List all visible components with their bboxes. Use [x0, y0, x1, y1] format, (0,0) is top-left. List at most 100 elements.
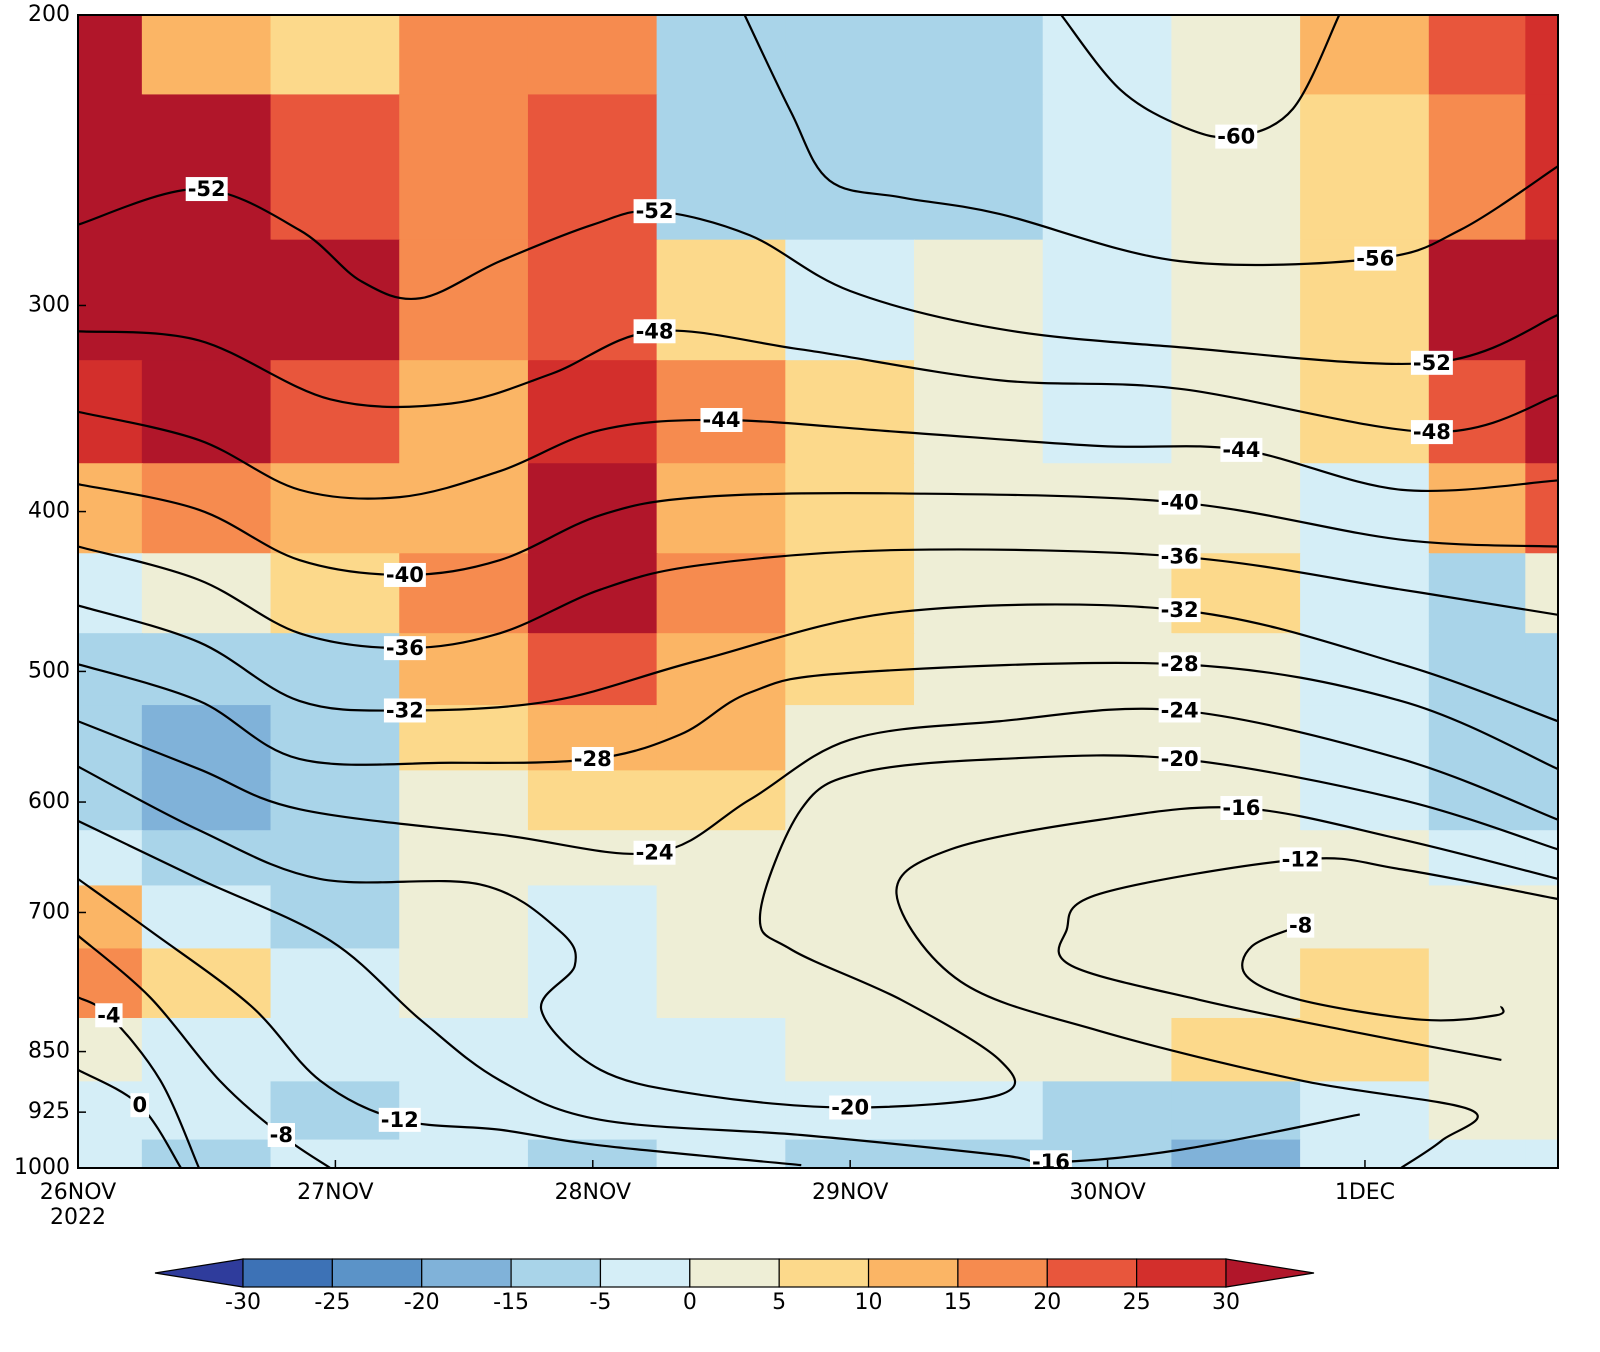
field-cell — [399, 239, 529, 362]
contour-label: -40 — [1161, 491, 1199, 515]
field-cell — [78, 1139, 143, 1168]
contour-line — [1241, 924, 1505, 1022]
contour-line — [743, 15, 1558, 267]
field-cell — [399, 463, 529, 555]
colorbar-box — [867, 1258, 959, 1288]
contour-label-bg — [1410, 350, 1453, 375]
field-cell — [1525, 1081, 1558, 1141]
field-cell — [527, 770, 658, 832]
field-cell — [785, 553, 916, 635]
contour-label: -28 — [1161, 652, 1199, 676]
anomaly-field — [78, 15, 1558, 1168]
field-cell — [1300, 770, 1430, 832]
colorbar-label: -30 — [225, 1290, 261, 1315]
field-cell — [141, 463, 272, 555]
contour-label: -56 — [1356, 247, 1394, 271]
colorbar-label: 30 — [1212, 1290, 1240, 1315]
contour-line — [78, 483, 1558, 577]
field-cell — [141, 94, 272, 241]
field-cell — [1300, 553, 1430, 635]
field-cell — [914, 360, 1044, 465]
field-cell — [1525, 360, 1558, 465]
field-cell — [1042, 360, 1173, 465]
field-cell — [270, 15, 401, 96]
field-cell — [1428, 239, 1527, 362]
field-cell — [270, 885, 401, 950]
field-cell — [527, 553, 658, 635]
field-cell — [914, 830, 1044, 887]
contour-label: -32 — [1161, 598, 1199, 622]
colorbar-box — [242, 1258, 333, 1288]
contour-label-bg — [383, 636, 426, 661]
field-cell — [78, 633, 143, 707]
contour-line — [895, 806, 1558, 1168]
field-cell — [1428, 633, 1527, 707]
field-cell — [1428, 885, 1527, 950]
contour-label-bg — [829, 1095, 872, 1120]
field-cell — [1042, 830, 1173, 887]
field-cell — [1171, 1081, 1302, 1141]
field-cell — [1525, 553, 1558, 635]
field-cell — [399, 948, 529, 1019]
y-tick-label: 200 — [28, 2, 70, 27]
contour-label: -40 — [386, 563, 424, 587]
field-cell — [914, 94, 1044, 241]
field-cell — [399, 830, 529, 887]
field-cell — [1042, 770, 1173, 832]
x-year-label: 2022 — [50, 1205, 106, 1230]
field-cell — [1042, 1017, 1173, 1083]
field-cell — [399, 360, 529, 465]
x-tick-label: 26NOV — [40, 1180, 116, 1205]
field-cell — [78, 770, 143, 832]
colorbar-box — [331, 1258, 423, 1288]
field-cell — [399, 1139, 529, 1168]
field-cell — [141, 885, 272, 950]
contour-label: -48 — [1413, 420, 1451, 444]
contour-label-bg — [383, 562, 426, 587]
contour-label: -60 — [1217, 125, 1255, 149]
contour-line — [1057, 857, 1558, 1062]
field-cell — [78, 360, 143, 465]
contour-label-bg — [185, 177, 228, 202]
field-cell — [1042, 15, 1173, 96]
field-cell — [1428, 553, 1527, 635]
field-cell — [914, 633, 1044, 707]
contour-line — [78, 996, 200, 1168]
colorbar-label: 5 — [772, 1290, 786, 1315]
contour-label-bg — [1215, 124, 1258, 149]
field-cell — [914, 239, 1044, 362]
colorbar-label: -5 — [589, 1290, 611, 1315]
contour-label-bg — [633, 840, 676, 865]
contour-label: -12 — [1282, 847, 1320, 871]
field-cell — [527, 1081, 658, 1141]
field-cell — [656, 948, 787, 1019]
field-cell — [785, 15, 916, 96]
field-cell — [527, 15, 658, 96]
field-cell — [1300, 1081, 1430, 1141]
field-cell — [656, 705, 787, 772]
field-cell — [78, 705, 143, 772]
field-cell — [1300, 633, 1430, 707]
contour-label: -24 — [636, 841, 674, 865]
field-cell — [1171, 1139, 1302, 1168]
field-cell — [1428, 463, 1527, 555]
colorbar-label: -25 — [314, 1290, 350, 1315]
field-cell — [399, 15, 529, 96]
field-cell — [1428, 15, 1527, 96]
x-tick-label: 29NOV — [812, 1180, 888, 1205]
y-tick-label: 400 — [28, 499, 70, 524]
field-cell — [1525, 94, 1558, 241]
contour-label-bg — [1158, 544, 1201, 569]
field-cell — [914, 1139, 1044, 1168]
colorbar-label: -15 — [493, 1290, 529, 1315]
contour-label: -52 — [188, 177, 226, 201]
contour-lines — [78, 15, 1558, 1168]
field-cell — [141, 553, 272, 635]
field-cell — [1525, 15, 1558, 96]
contour-label-bg — [1220, 795, 1263, 820]
contour-label-bg — [95, 1003, 123, 1028]
field-cell — [914, 15, 1044, 96]
field-cell — [270, 463, 401, 555]
field-cell — [656, 94, 787, 241]
